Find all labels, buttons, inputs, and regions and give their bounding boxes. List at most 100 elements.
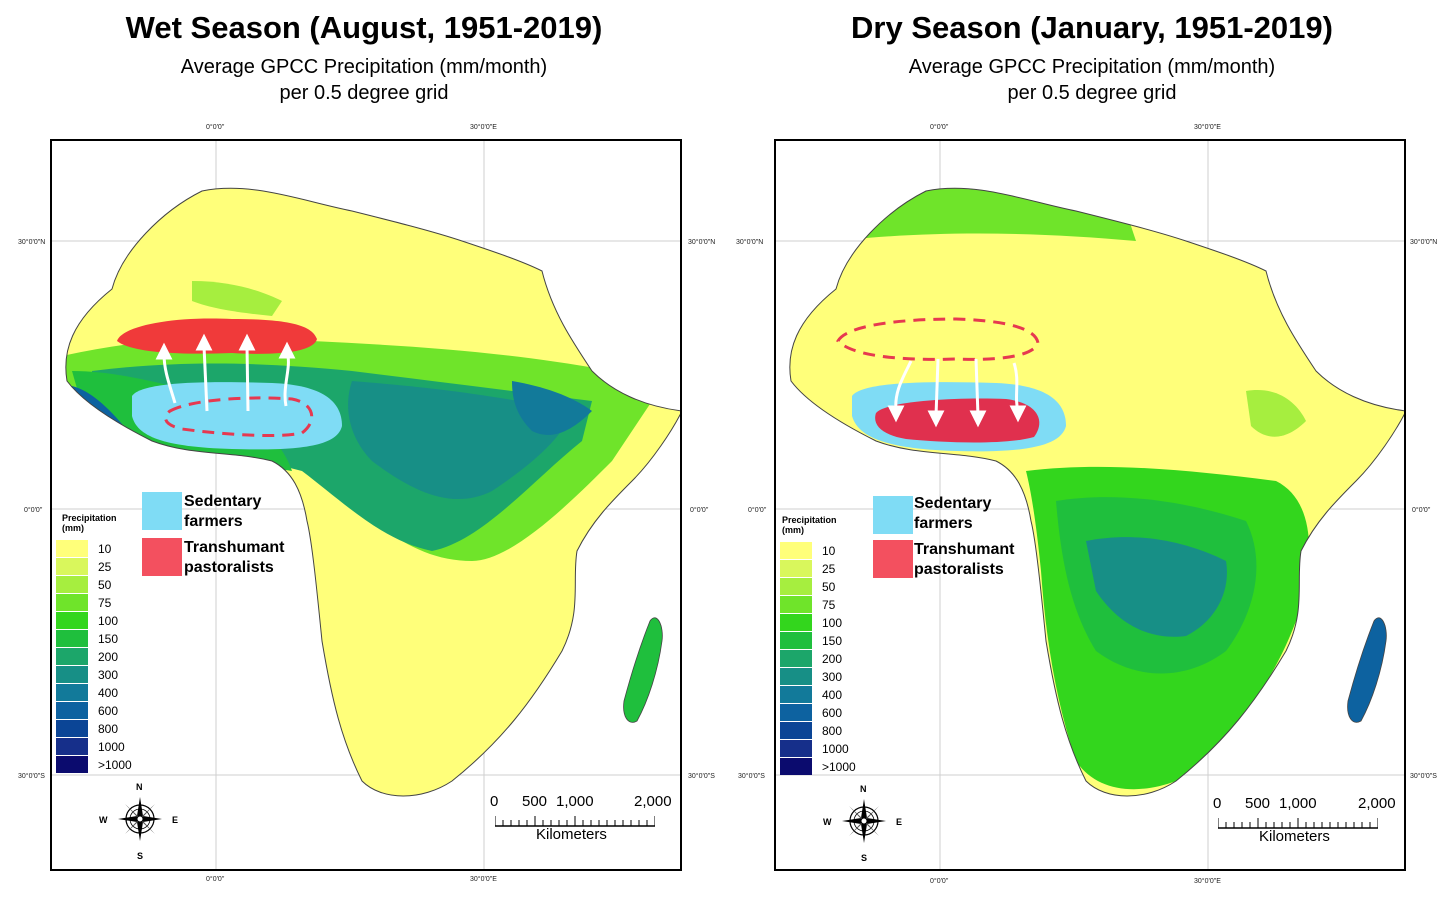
sedentary-label-line1: Sedentary bbox=[184, 493, 262, 510]
wet-season-subtitle: Average GPCC Precipitation (mm/month) bbox=[180, 56, 548, 78]
legend-swatch bbox=[56, 576, 88, 593]
legend-row: 150 bbox=[780, 632, 842, 649]
migration-arrows-north bbox=[155, 333, 296, 412]
dry-season-panel: Dry Season (January, 1951-2019) Average … bbox=[728, 0, 1456, 899]
legend-label: 800 bbox=[822, 723, 843, 738]
wet-season-subtitle-grid: per 0.5 degree grid bbox=[279, 82, 449, 104]
lat-label-left-0: 0°0'0" bbox=[24, 507, 43, 514]
transhumant-label-line2: pastoralists bbox=[184, 559, 274, 576]
legend-row: 400 bbox=[56, 684, 118, 701]
legend-swatch bbox=[780, 686, 812, 703]
legend-swatch bbox=[56, 612, 88, 629]
dry-season-subtitle: Average GPCC Precipitation (mm/month) bbox=[908, 56, 1276, 78]
legend-label: 800 bbox=[98, 721, 119, 736]
lon-label-bottom-30e: 30°0'0"E bbox=[470, 876, 497, 883]
sedentary-label-line1: Sedentary bbox=[914, 495, 992, 512]
legend-label: 100 bbox=[98, 613, 119, 628]
compass-e: E bbox=[896, 817, 903, 827]
sedentary-swatch bbox=[873, 496, 913, 534]
compass-w: W bbox=[99, 815, 108, 825]
legend-row: 300 bbox=[780, 668, 842, 685]
legend-row: 600 bbox=[56, 702, 118, 719]
legend-label: 200 bbox=[822, 651, 843, 666]
scale-tick-1000: 1,000 bbox=[1279, 795, 1317, 812]
legend-swatch bbox=[56, 594, 88, 611]
legend-swatch bbox=[780, 560, 812, 577]
legend-label: 10 bbox=[822, 543, 836, 558]
legend-row: 800 bbox=[780, 722, 842, 739]
lat-label-right-0: 0°0'0" bbox=[690, 507, 709, 514]
lon-label-top-30e: 30°0'0"E bbox=[470, 124, 497, 131]
legend-row: 75 bbox=[780, 596, 835, 613]
legend-label: 300 bbox=[98, 667, 119, 682]
legend-label: 200 bbox=[98, 649, 119, 664]
legend-title-line1: Precipitation bbox=[62, 513, 117, 523]
legend-swatch bbox=[780, 632, 812, 649]
lat-label-left-0: 0°0'0" bbox=[748, 507, 767, 514]
legend-label: 100 bbox=[822, 615, 843, 630]
legend-row: 50 bbox=[56, 576, 111, 593]
transhumant-swatch bbox=[142, 538, 182, 576]
legend-label: 1000 bbox=[822, 741, 849, 756]
legend-row: 100 bbox=[780, 614, 842, 631]
scale-tick-0: 0 bbox=[490, 793, 499, 810]
lon-label-top-0: 0°0'0" bbox=[930, 124, 949, 131]
compass-rose-icon bbox=[842, 799, 886, 843]
legend-label: 1000 bbox=[98, 739, 125, 754]
legend-row: 600 bbox=[780, 704, 842, 721]
scale-tick-2000: 2,000 bbox=[634, 793, 672, 810]
madagascar bbox=[623, 617, 663, 723]
legend-swatch bbox=[56, 720, 88, 737]
legend-label: 75 bbox=[98, 595, 112, 610]
legend-swatch bbox=[56, 684, 88, 701]
sedentary-label: Sedentary farmers bbox=[914, 494, 991, 534]
legend-title: Precipitation (mm) bbox=[62, 513, 117, 533]
lon-label-top-0: 0°0'0" bbox=[206, 124, 225, 131]
dry-season-title: Dry Season (January, 1951-2019) bbox=[851, 10, 1333, 45]
legend-row: 200 bbox=[780, 650, 842, 667]
legend-label: 25 bbox=[822, 561, 836, 576]
lat-label-right-30n: 30°0'0"N bbox=[688, 239, 716, 246]
legend-swatch bbox=[56, 666, 88, 683]
transhumant-label-line2: pastoralists bbox=[914, 561, 1004, 578]
dry-season-map bbox=[774, 139, 1406, 871]
legend-label: 400 bbox=[98, 685, 119, 700]
legend-row: 1000 bbox=[56, 738, 125, 755]
wet-season-panel: Wet Season (August, 1951-2019) Average G… bbox=[18, 10, 716, 883]
compass-w: W bbox=[823, 817, 832, 827]
lat-label-left-30n: 30°0'0"N bbox=[18, 239, 46, 246]
legend-swatch bbox=[780, 758, 812, 775]
legend-label: 25 bbox=[98, 559, 112, 574]
legend-row: 50 bbox=[780, 578, 835, 595]
dry-map-svg bbox=[776, 141, 1404, 869]
lon-label-bottom-0: 0°0'0" bbox=[206, 876, 225, 883]
legend-swatch bbox=[780, 650, 812, 667]
lat-label-left-30n: 30°0'0"N bbox=[736, 239, 764, 246]
transhumant-label-line1: Transhumant bbox=[184, 539, 285, 556]
legend-title-line1: Precipitation bbox=[782, 515, 837, 525]
legend-swatch bbox=[56, 738, 88, 755]
lat-label-left-30s: 30°0'0"S bbox=[18, 773, 45, 780]
legend-swatch bbox=[780, 668, 812, 685]
compass-n: N bbox=[860, 784, 867, 794]
legend-row: 150 bbox=[56, 630, 118, 647]
lat-label-right-30n: 30°0'0"N bbox=[1410, 239, 1438, 246]
legend-row: >1000 bbox=[56, 756, 132, 773]
lat-label-right-0: 0°0'0" bbox=[1412, 507, 1431, 514]
legend-label: 150 bbox=[822, 633, 843, 648]
compass-e: E bbox=[172, 815, 179, 825]
lat-label-right-30s: 30°0'0"S bbox=[688, 773, 715, 780]
legend-swatch bbox=[780, 614, 812, 631]
transhumant-label: Transhumant pastoralists bbox=[914, 540, 1014, 580]
legend-row: 10 bbox=[56, 540, 111, 557]
legend-label: >1000 bbox=[822, 759, 856, 774]
legend-title: Precipitation (mm) bbox=[782, 515, 837, 535]
legend-row: 25 bbox=[780, 560, 835, 577]
legend-row: 200 bbox=[56, 648, 118, 665]
compass-rose-icon bbox=[118, 797, 162, 841]
legend-label: 75 bbox=[822, 597, 836, 612]
lon-label-bottom-30e: 30°0'0"E bbox=[1194, 878, 1221, 885]
scale-tick-500: 500 bbox=[1245, 795, 1271, 812]
legend-swatch bbox=[780, 542, 812, 559]
legend-label: 600 bbox=[822, 705, 843, 720]
